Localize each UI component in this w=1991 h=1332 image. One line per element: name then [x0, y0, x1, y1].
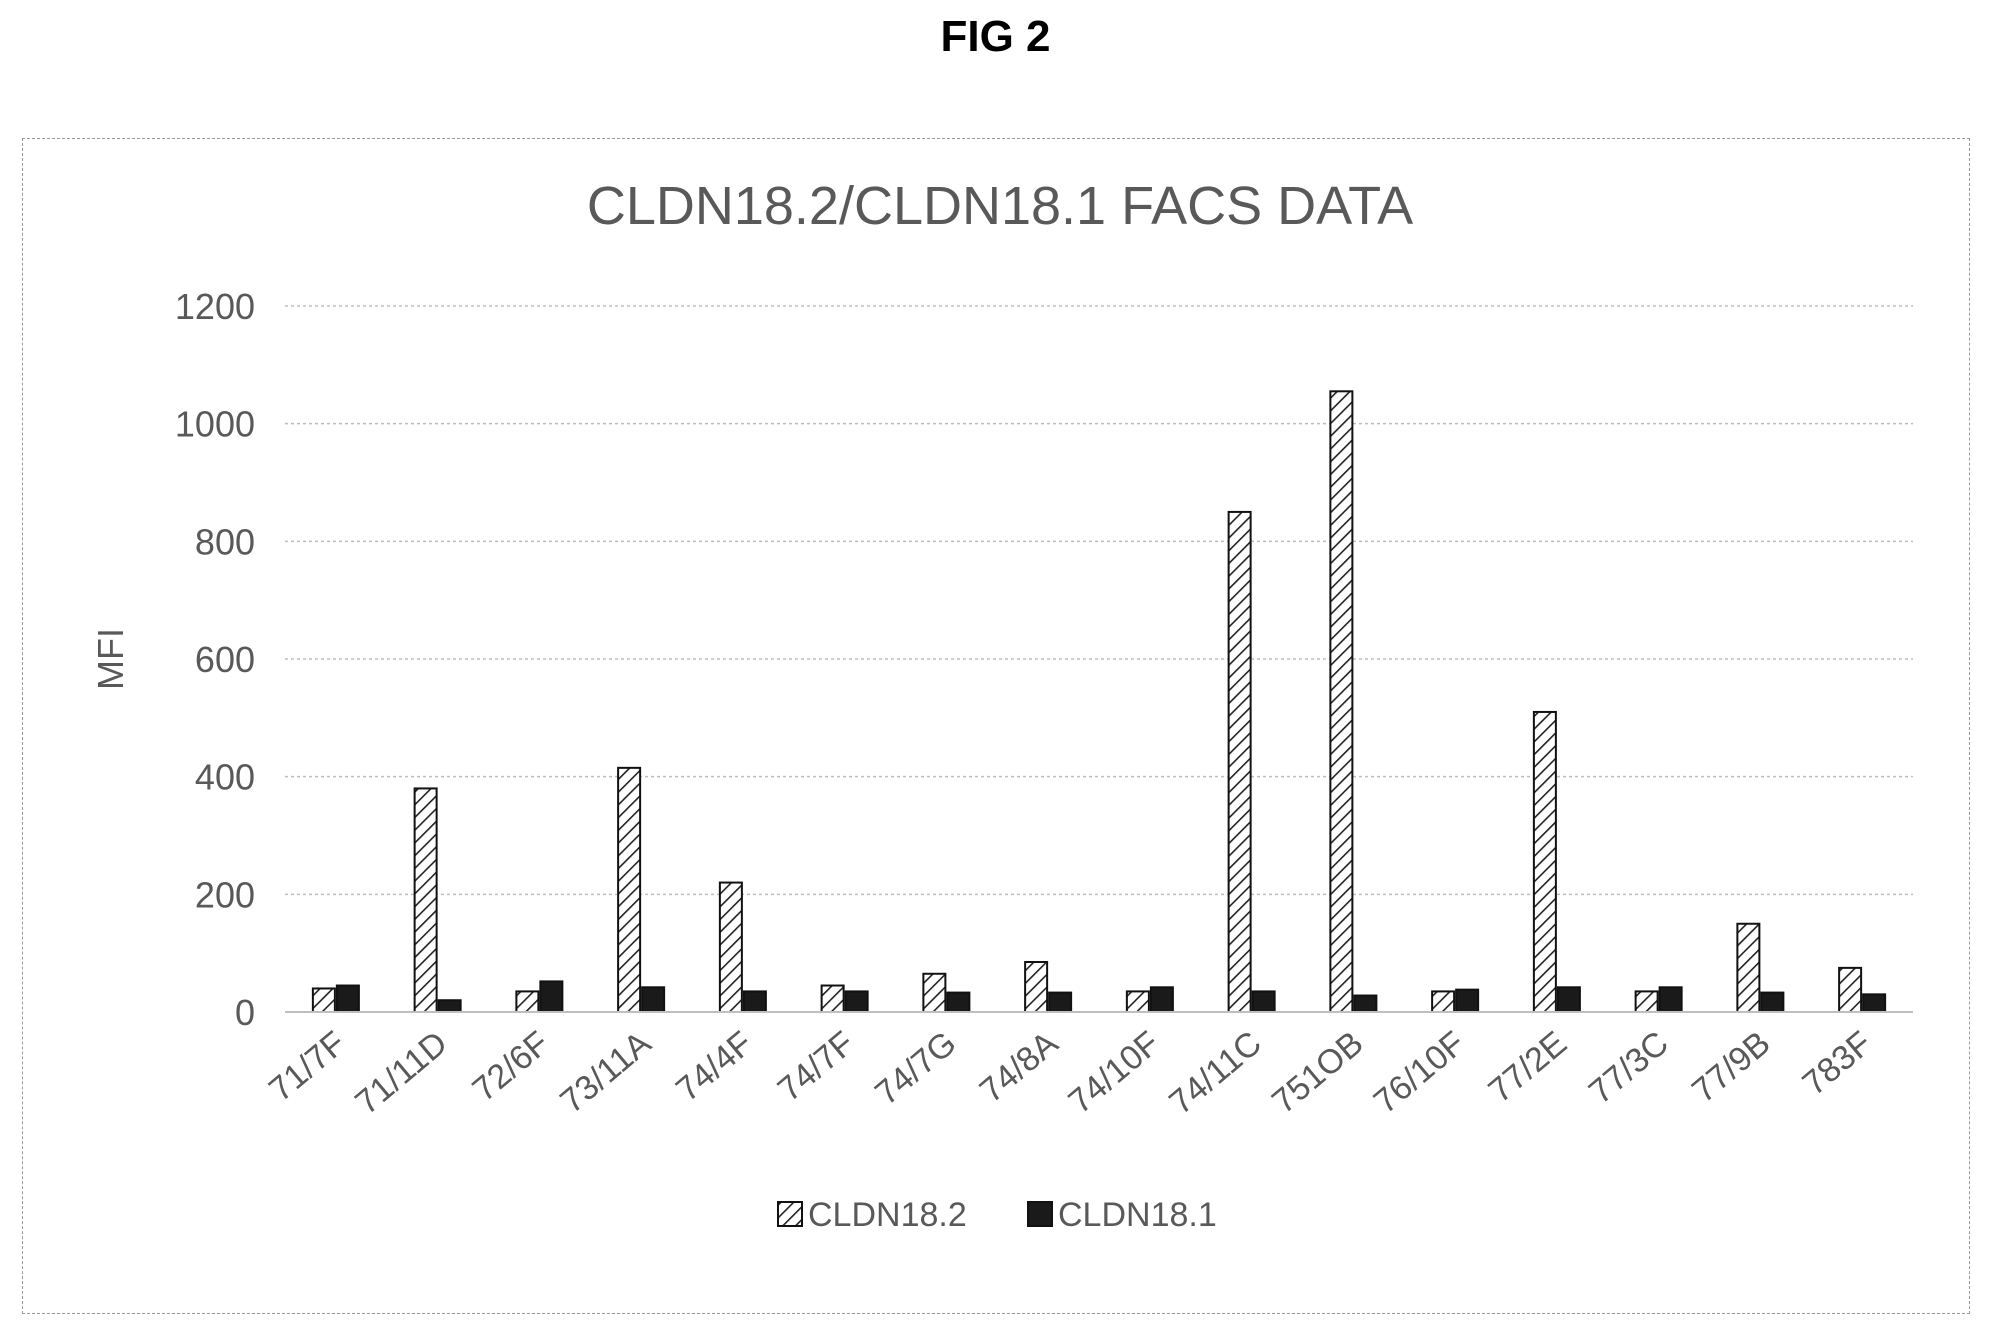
bar-cldn18-1	[844, 990, 869, 1013]
bar-cldn18-2	[1838, 966, 1863, 1013]
bar-cldn18-2	[515, 990, 540, 1013]
x-tick-label: 74/7F	[771, 1024, 862, 1109]
bar-cldn18-2	[1125, 990, 1150, 1013]
legend-swatch-cldn18-2	[777, 1201, 803, 1227]
legend: CLDN18.2 CLDN18.1	[777, 1196, 1217, 1234]
x-tick-label: 72/6F	[465, 1024, 556, 1109]
y-tick-label: 1200	[175, 286, 255, 327]
bar-cldn18-2	[1024, 960, 1049, 1013]
bar-cldn18-2	[617, 766, 642, 1014]
bar-cldn18-1	[1149, 986, 1174, 1013]
x-tick-label: 783F	[1795, 1024, 1879, 1103]
figure-label: FIG 2	[940, 12, 1051, 61]
x-tick-label: 74/10F	[1061, 1024, 1167, 1121]
y-tick-label: 400	[195, 757, 255, 798]
bar-cldn18-1	[335, 984, 360, 1014]
x-tick-label: 751OB	[1265, 1024, 1371, 1121]
chart-frame: CLDN18.2/CLDN18.1 FACS DATA 0 200 400 600 80…	[22, 138, 1970, 1314]
bar-cldn18-1	[1760, 991, 1785, 1014]
y-tick-label: 800	[195, 521, 255, 562]
bar-cldn18-2	[922, 972, 947, 1014]
x-tick-label: 74/8A	[973, 1024, 1066, 1110]
legend-label: CLDN18.2	[808, 1196, 967, 1234]
bar-cldn18-1	[437, 999, 462, 1014]
bar-cldn18-2	[1227, 510, 1252, 1013]
bar-cldn18-1	[1048, 991, 1073, 1014]
chart-title: CLDN18.2/CLDN18.1 FACS DATA	[587, 176, 1413, 236]
y-tick-label: 1000	[175, 404, 255, 445]
y-axis-label: MFI	[90, 628, 131, 690]
x-tick-label: 74/7G	[868, 1024, 963, 1113]
bar-cldn18-1	[1455, 988, 1480, 1013]
y-axis-ticks: 0 200 400 600 800 1000 1200	[175, 286, 255, 1033]
y-tick-label: 0	[235, 992, 255, 1033]
bar-cldn18-1	[1251, 990, 1276, 1013]
legend-label: CLDN18.1	[1058, 1196, 1217, 1234]
x-tick-label: 76/10F	[1367, 1024, 1473, 1121]
bar-cldn18-2	[1736, 922, 1761, 1013]
bar-cldn18-1	[1353, 994, 1378, 1014]
bar-cldn18-2	[718, 881, 743, 1013]
bar-cldn18-1	[539, 980, 564, 1014]
bars	[311, 390, 1887, 1014]
x-tick-label: 74/4F	[669, 1024, 760, 1109]
bar-cldn18-2	[1431, 990, 1456, 1013]
bar-cldn18-1	[946, 991, 971, 1014]
x-tick-label: 77/3C	[1582, 1024, 1676, 1111]
bar-cldn18-1	[1556, 986, 1581, 1013]
bar-cldn18-2	[1634, 990, 1659, 1013]
bar-cldn18-2	[820, 984, 845, 1014]
x-tick-label: 71/11D	[348, 1024, 454, 1122]
bar-chart: CLDN18.2/CLDN18.1 FACS DATA 0 200 400 600 80…	[90, 176, 1913, 1234]
bar-cldn18-2	[1329, 390, 1354, 1013]
y-tick-label: 600	[195, 639, 255, 680]
bar-cldn18-1	[1862, 993, 1887, 1013]
gridlines	[285, 305, 1913, 896]
bar-cldn18-2	[1532, 710, 1557, 1013]
bar-cldn18-1	[641, 986, 666, 1013]
y-tick-label: 200	[195, 874, 255, 915]
bar-cldn18-1	[742, 990, 767, 1013]
x-tick-label: 74/11C	[1162, 1024, 1268, 1122]
x-tick-label: 73/11A	[553, 1024, 658, 1121]
x-tick-label: 77/9B	[1685, 1024, 1777, 1110]
x-tick-label: 77/2E	[1482, 1024, 1574, 1110]
x-tick-label: 71/7F	[262, 1024, 353, 1109]
legend-swatch-cldn18-1	[1027, 1201, 1053, 1227]
bar-cldn18-2	[413, 787, 438, 1014]
bar-cldn18-1	[1658, 986, 1683, 1013]
bar-cldn18-2	[311, 987, 336, 1014]
